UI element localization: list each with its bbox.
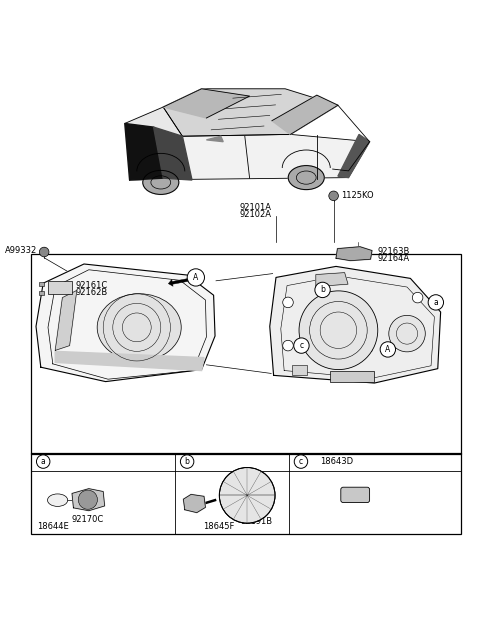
Bar [330, 371, 374, 382]
Circle shape [283, 340, 293, 351]
Circle shape [36, 455, 50, 468]
Text: 1125KO: 1125KO [341, 191, 373, 200]
Text: A: A [193, 273, 198, 282]
Polygon shape [270, 266, 441, 383]
Text: a: a [41, 457, 46, 466]
Text: 92161C: 92161C [75, 281, 108, 290]
Bar [292, 365, 307, 376]
Polygon shape [130, 134, 370, 180]
Bar [48, 281, 72, 295]
Circle shape [219, 467, 275, 523]
Text: A99332: A99332 [5, 246, 37, 255]
Polygon shape [183, 494, 205, 513]
Bar [39, 282, 44, 286]
Text: 18643D: 18643D [320, 457, 353, 466]
Polygon shape [272, 95, 338, 134]
Polygon shape [72, 489, 105, 510]
Polygon shape [125, 107, 182, 180]
Text: 18644E: 18644E [37, 522, 69, 531]
Polygon shape [316, 273, 348, 286]
Text: c: c [299, 457, 303, 466]
Circle shape [412, 292, 423, 303]
Text: 92191B: 92191B [241, 517, 273, 527]
Circle shape [389, 315, 425, 352]
Circle shape [294, 455, 308, 468]
Text: 92101A: 92101A [240, 203, 272, 212]
Circle shape [315, 282, 330, 298]
Text: 92163B: 92163B [377, 248, 409, 256]
Text: 92162B: 92162B [75, 288, 108, 297]
Circle shape [180, 455, 194, 468]
Text: VIEW: VIEW [353, 345, 375, 354]
Circle shape [428, 295, 444, 310]
Ellipse shape [97, 294, 181, 361]
Text: b: b [185, 457, 190, 466]
Bar [31, 255, 461, 454]
Text: 92102A: 92102A [240, 210, 272, 219]
Circle shape [294, 338, 309, 353]
Polygon shape [336, 246, 372, 261]
Circle shape [299, 291, 378, 369]
Text: 92164A: 92164A [377, 254, 409, 263]
Circle shape [78, 490, 97, 509]
Bar [39, 291, 44, 295]
Circle shape [329, 191, 338, 201]
Polygon shape [125, 124, 163, 180]
Text: A: A [385, 345, 390, 354]
Text: a: a [433, 298, 438, 307]
Circle shape [39, 247, 49, 257]
Polygon shape [163, 89, 250, 118]
Polygon shape [163, 89, 338, 136]
Ellipse shape [288, 165, 324, 190]
Ellipse shape [143, 170, 179, 195]
Circle shape [187, 269, 204, 286]
Bar [31, 453, 461, 534]
Polygon shape [338, 134, 370, 178]
Polygon shape [206, 136, 223, 142]
Circle shape [380, 342, 396, 357]
Polygon shape [55, 290, 77, 351]
Text: b: b [320, 285, 325, 295]
Text: 18645F: 18645F [203, 522, 234, 531]
Polygon shape [154, 127, 192, 180]
FancyBboxPatch shape [341, 487, 370, 502]
Polygon shape [36, 264, 215, 382]
Text: 92170C: 92170C [71, 515, 104, 524]
Circle shape [283, 297, 293, 308]
Text: c: c [300, 341, 303, 350]
Ellipse shape [48, 494, 68, 507]
Polygon shape [55, 351, 204, 371]
